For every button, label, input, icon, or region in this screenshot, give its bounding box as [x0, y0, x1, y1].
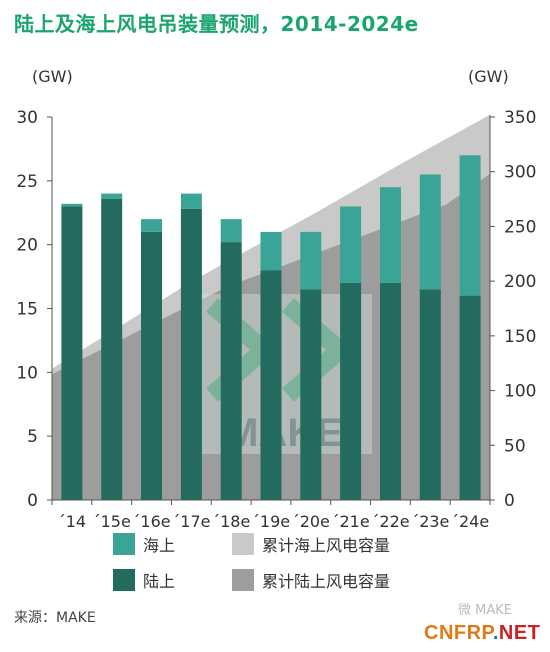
bar-onshore: [419, 289, 441, 500]
x-tick-label: ´20e: [292, 512, 330, 531]
left-tick-label: 25: [16, 172, 38, 192]
right-tick-label: 100: [504, 382, 536, 402]
bar-offshore: [141, 219, 162, 232]
legend-swatch: [232, 533, 254, 555]
legend-label: 累计海上风电容量: [262, 536, 390, 555]
bar-onshore: [380, 283, 401, 500]
chart-title: 陆上及海上风电吊装量预测，2014-2024e: [14, 12, 419, 36]
right-tick-label: 350: [504, 108, 536, 128]
x-tick-label: ´17e: [172, 512, 210, 531]
right-tick-label: 0: [504, 491, 515, 511]
bar-offshore: [459, 155, 481, 296]
bar-onshore: [260, 270, 282, 500]
bar-offshore: [220, 219, 242, 243]
left-tick-label: 15: [16, 300, 38, 320]
legend-swatch: [113, 569, 135, 591]
left-tick-label: 10: [16, 363, 38, 383]
x-tick-label: ´19e: [252, 512, 290, 531]
source-note: 来源：MAKE: [14, 610, 96, 626]
bar-onshore: [340, 283, 362, 500]
bar-onshore: [220, 242, 242, 500]
right-tick-label: 50: [504, 436, 526, 456]
bar-offshore: [260, 231, 282, 271]
cnfrp-watermark-dot: .: [492, 622, 499, 644]
x-tick-label: ´16e: [132, 512, 170, 531]
right-axis-label: (GW): [468, 67, 509, 86]
wind-installation-chart: MAKE 051015202530050100150200250300350(G…: [16, 67, 536, 591]
bar-offshore: [340, 206, 362, 283]
right-tick-label: 150: [504, 327, 536, 347]
x-tick-label: ´24e: [451, 512, 489, 531]
legend-swatch: [232, 569, 254, 591]
x-tick-label: ´23e: [411, 512, 449, 531]
bar-offshore: [180, 193, 202, 209]
cnfrp-watermark-tld: NET: [498, 622, 541, 644]
cnfrp-watermark-main: CNFRP: [424, 622, 493, 644]
right-tick-label: 250: [504, 217, 536, 237]
right-tick-label: 300: [504, 163, 536, 183]
left-tick-label: 30: [16, 108, 38, 128]
x-tick-label: ´22e: [371, 512, 409, 531]
bar-offshore: [419, 174, 441, 290]
legend-label: 海上: [143, 536, 175, 555]
bar-onshore: [101, 198, 123, 500]
bar-onshore: [141, 231, 162, 500]
weixin-watermark: 微 MAKE: [458, 603, 512, 618]
bar-offshore: [61, 203, 83, 207]
bar-onshore: [459, 295, 481, 500]
make-logo-text: MAKE: [225, 411, 343, 455]
bar-onshore: [180, 208, 202, 500]
x-tick-label: ´18e: [212, 512, 250, 531]
x-tick-label: ´21e: [331, 512, 369, 531]
legend-swatch: [113, 533, 135, 555]
right-tick-label: 200: [504, 272, 536, 292]
left-tick-label: 0: [27, 491, 38, 511]
bar-offshore: [101, 193, 123, 199]
x-tick-label: ´14: [58, 512, 86, 531]
bar-onshore: [300, 289, 322, 500]
bars: [61, 155, 481, 500]
x-tick-label: ´15e: [93, 512, 131, 531]
left-tick-label: 5: [27, 427, 38, 447]
legend-label: 陆上: [143, 572, 175, 591]
bar-offshore: [300, 231, 322, 290]
left-axis-label: (GW): [32, 67, 73, 86]
cnfrp-watermark: CNFRP.NET: [424, 622, 540, 645]
bar-offshore: [380, 187, 401, 283]
left-tick-label: 20: [16, 236, 38, 256]
legend-label: 累计陆上风电容量: [262, 572, 390, 591]
bar-onshore: [61, 206, 83, 500]
